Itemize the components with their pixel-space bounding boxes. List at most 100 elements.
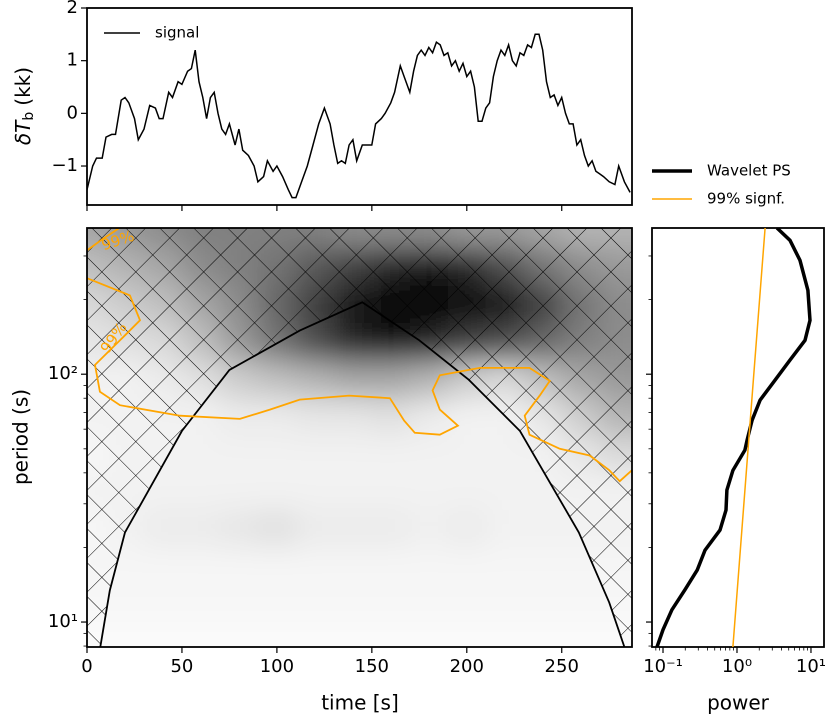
power-cell (295, 620, 335, 647)
power-cell (523, 509, 563, 547)
axes-frame (86, 7, 633, 206)
power-cell (219, 583, 259, 622)
x-tick-label: 150 (355, 656, 389, 677)
power-cell (523, 546, 563, 585)
coi-hatch (87, 228, 632, 647)
x-tick-label: 100 (260, 656, 294, 677)
power-cell (333, 397, 373, 435)
power-cell (181, 620, 221, 647)
power-cell (485, 509, 525, 547)
y-tick-label: −1 (51, 155, 78, 176)
signal-line (87, 33, 631, 199)
power-cell (447, 397, 487, 435)
y-tick-label: 2 (67, 0, 78, 18)
power-cell (181, 471, 221, 510)
power-cell (333, 322, 373, 361)
power-cell (295, 397, 335, 435)
x-tick-label: 0 (81, 656, 92, 677)
y-tick-label: 10¹ (48, 611, 78, 632)
power-cell (409, 397, 449, 435)
legend-label: 99% signf. (707, 190, 785, 208)
global-plot (655, 228, 812, 647)
axes-frame (651, 227, 825, 648)
y-axis-label: δTb (kk) (11, 67, 38, 145)
power-cell (295, 359, 335, 398)
power-cell (485, 583, 525, 622)
power-cell (257, 471, 297, 510)
coi-line (99, 301, 626, 647)
x-axis-label: time [s] (321, 691, 399, 715)
power-cell (143, 509, 183, 547)
power-cell (143, 620, 183, 647)
power-cell (105, 583, 145, 622)
y-label-unit: (kk) (11, 67, 35, 106)
power-cell (333, 359, 373, 398)
power-cell (523, 620, 563, 647)
power-cell (219, 434, 259, 473)
power-cell (409, 583, 449, 622)
power-cell (219, 397, 259, 435)
power-cell (219, 546, 259, 585)
power-cell (333, 620, 373, 647)
power-cell (371, 546, 411, 585)
power-cell (295, 509, 335, 547)
y-tick-label: 10² (48, 363, 78, 384)
power-cell (333, 546, 373, 585)
power-cell (371, 620, 411, 647)
power-cell (409, 546, 449, 585)
signal-plot (87, 33, 631, 199)
axes: signal −1 0 1 2 10¹ 10² 0 50 100 150 200 250 Wavelet … (48, 0, 826, 677)
power-cell (371, 471, 411, 510)
power-cell (447, 471, 487, 510)
wavelet-overlay: 99%99% (87, 228, 632, 647)
power-cell (485, 620, 525, 647)
x-axis-label: power (707, 691, 770, 715)
power-cell (181, 434, 221, 473)
power-cell (409, 434, 449, 473)
x-tick-label: 10⁻¹ (643, 656, 683, 677)
axes-frame (86, 227, 633, 648)
power-cell (333, 583, 373, 622)
power-cell (257, 359, 297, 398)
power-cell (219, 620, 259, 647)
power-cell (485, 471, 525, 510)
power-cell (257, 509, 297, 547)
x-tick-label: 10¹ (796, 656, 826, 677)
global-line (655, 228, 812, 647)
power-cell (333, 471, 373, 510)
power-cell (409, 471, 449, 510)
power-cell (485, 546, 525, 585)
y-tick-label: 1 (67, 50, 78, 71)
power-cell (295, 583, 335, 622)
power-cell (371, 397, 411, 435)
power-cell (447, 546, 487, 585)
legend-label: signal (155, 24, 199, 42)
power-cell (143, 583, 183, 622)
power-cell (257, 434, 297, 473)
power-cell (295, 471, 335, 510)
y-tick-label: 0 (67, 102, 78, 123)
power-cell (219, 509, 259, 547)
power-cell (295, 546, 335, 585)
power-cell (371, 359, 411, 398)
power-cell (447, 434, 487, 473)
power-cell (371, 583, 411, 622)
power-cell (181, 583, 221, 622)
legend-label: Wavelet PS (707, 162, 791, 180)
power-cell (447, 509, 487, 547)
power-cell (333, 509, 373, 547)
power-cell (219, 471, 259, 510)
wavelet-overlays: 99%99% (87, 228, 632, 647)
power-cell (485, 434, 525, 473)
power-cell (561, 583, 601, 622)
power-cell (257, 620, 297, 647)
power-cell (257, 583, 297, 622)
power-cell (295, 434, 335, 473)
power-cell (409, 509, 449, 547)
x-tick-label: 250 (545, 656, 579, 677)
y-axis-label: period (s) (9, 389, 33, 485)
power-cell (371, 434, 411, 473)
power-cell (561, 620, 601, 647)
power-cell (409, 620, 449, 647)
